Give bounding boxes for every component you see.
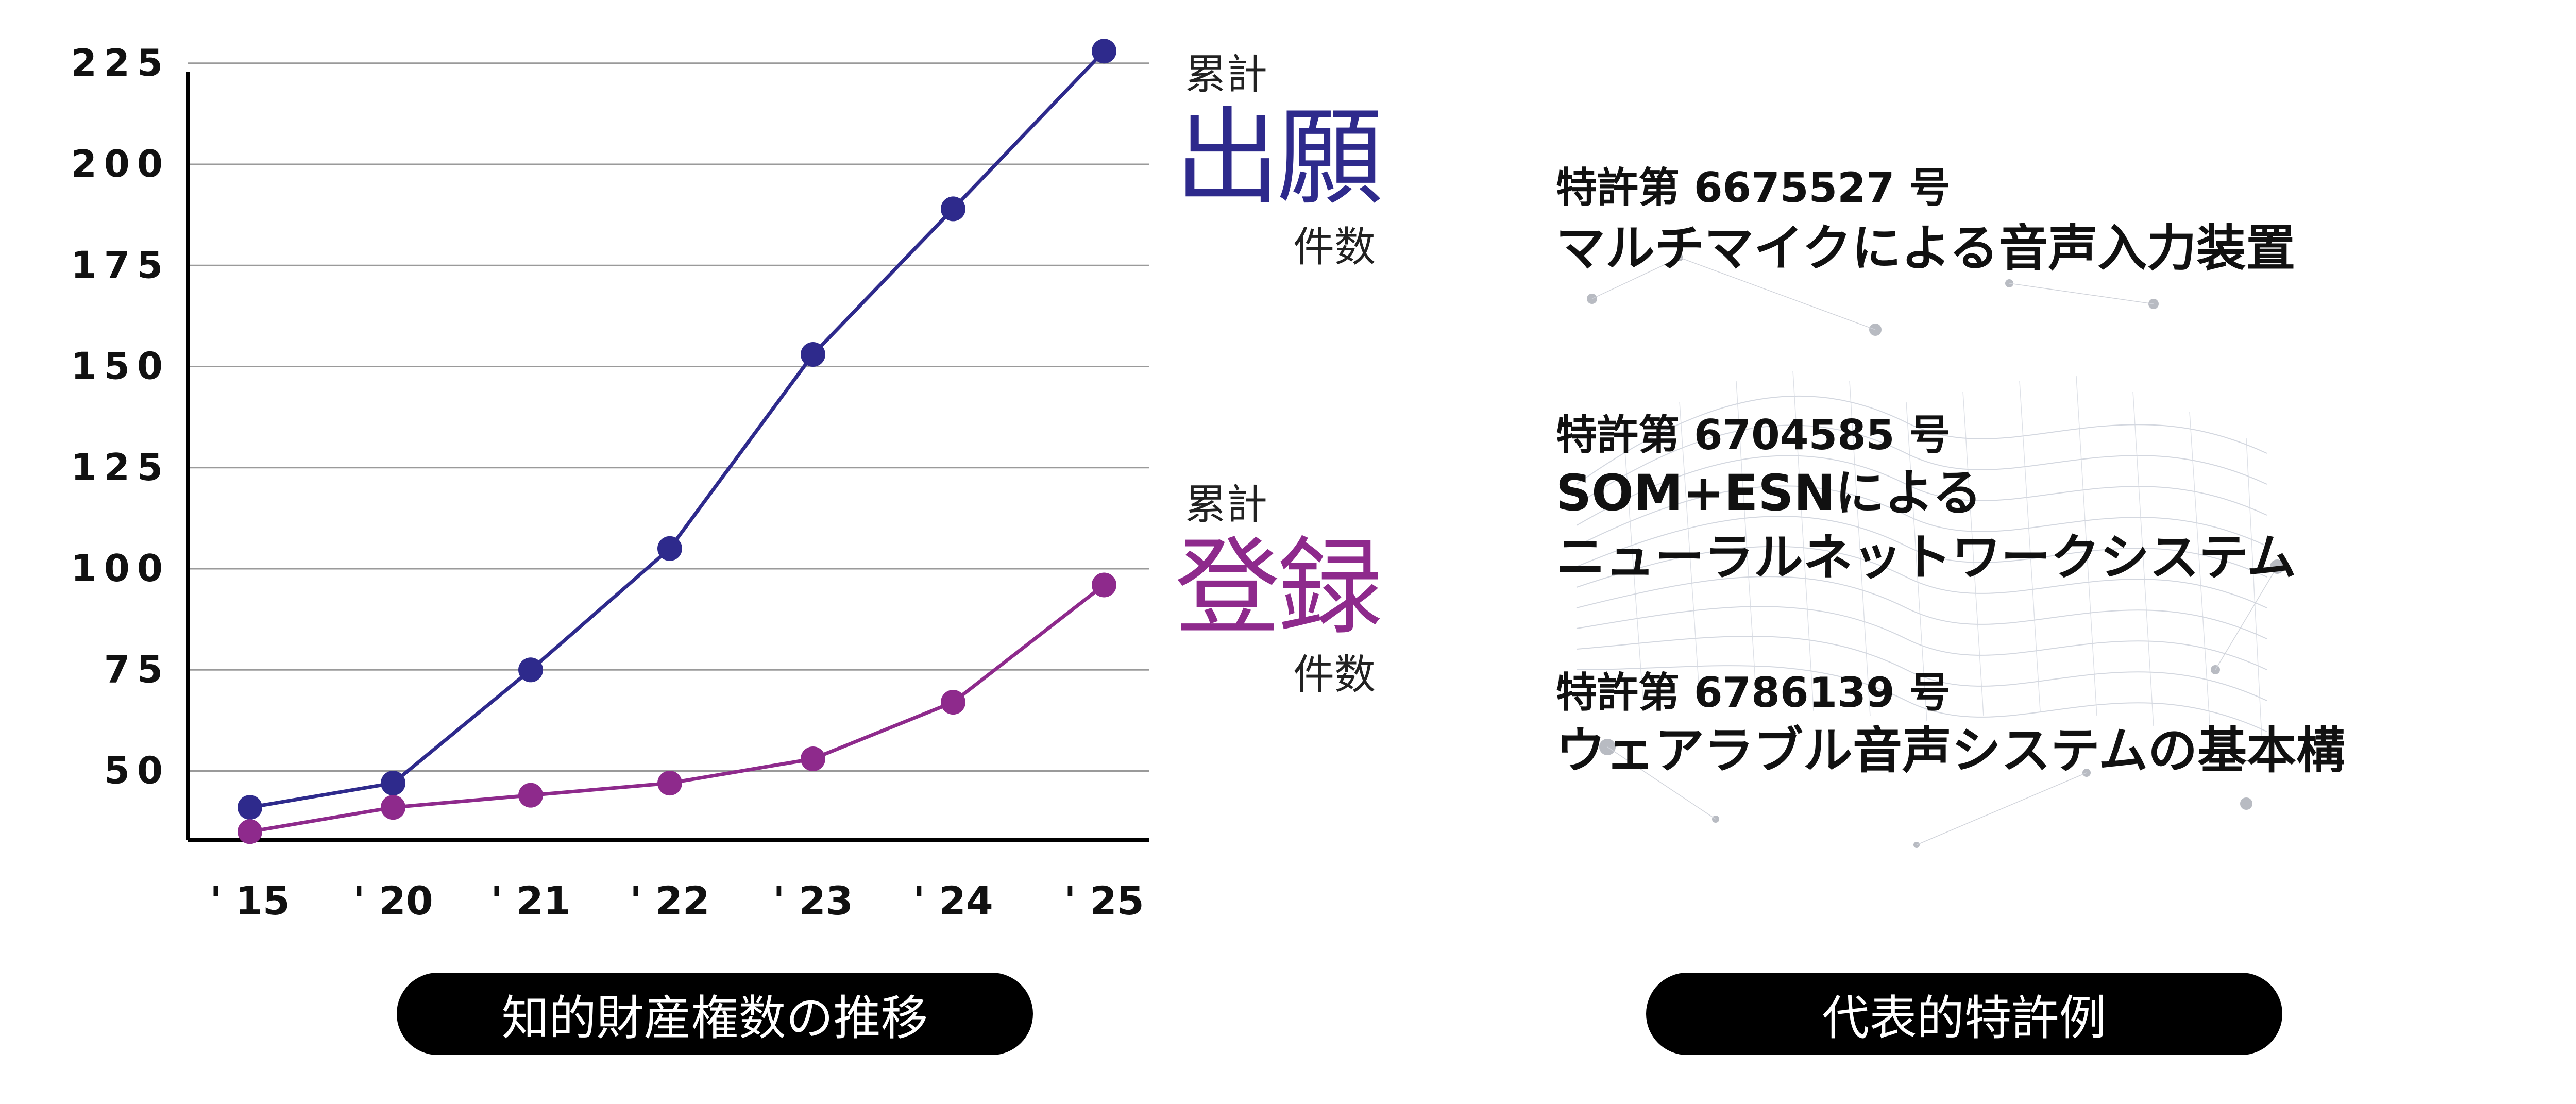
wireframe-background bbox=[1576, 254, 2284, 848]
patent-number-2: 特許第 6704585 号 bbox=[1556, 411, 1951, 459]
legend-registration-prefix: 累計 bbox=[1185, 481, 1267, 529]
x-tick-label: ' 25 bbox=[1064, 878, 1144, 924]
data-point bbox=[518, 783, 543, 808]
patent-title-2-line1: SOM+ESNによる bbox=[1556, 464, 1982, 522]
y-tick-label: 100 bbox=[71, 547, 170, 590]
patent-title-3: ウェアラブル音声システムの基本構成 bbox=[1556, 722, 2344, 779]
y-tick-label: 200 bbox=[71, 142, 170, 185]
legend-application-suffix: 件数 bbox=[1293, 223, 1376, 271]
data-point bbox=[238, 795, 262, 820]
data-point bbox=[1092, 39, 1116, 64]
data-point bbox=[941, 690, 965, 715]
x-tick-label: ' 20 bbox=[353, 878, 433, 924]
y-tick-label: 225 bbox=[71, 41, 170, 84]
x-tick-label: ' 23 bbox=[773, 878, 853, 924]
chart-caption: 知的財産権数の推移 bbox=[397, 973, 1033, 1055]
patent-caption: 代表的特許例 bbox=[1646, 973, 2282, 1055]
y-tick-label: 75 bbox=[104, 648, 170, 691]
y-tick-label: 150 bbox=[71, 345, 170, 388]
data-point bbox=[657, 771, 682, 796]
data-point bbox=[657, 536, 682, 561]
data-point bbox=[941, 196, 965, 222]
data-point bbox=[381, 795, 405, 820]
patent-panel: 特許第 6675527 号 マルチマイクによる音声入力装置 特許第 670458… bbox=[1546, 62, 2344, 938]
patent-title-2-line2: ニューラルネットワークシステム bbox=[1556, 529, 2297, 586]
legend-registration-label: 登録 bbox=[1175, 527, 1383, 650]
y-tick-label: 125 bbox=[71, 446, 170, 489]
patent-title-1: マルチマイクによる音声入力装置 bbox=[1556, 219, 2296, 277]
x-tick-label: ' 15 bbox=[210, 878, 290, 924]
y-tick-label: 175 bbox=[71, 243, 170, 286]
data-point bbox=[801, 342, 825, 367]
x-tick-label: ' 21 bbox=[490, 878, 571, 924]
series-line-registration bbox=[249, 583, 1106, 834]
data-point bbox=[238, 819, 262, 844]
patent-number-3: 特許第 6786139 号 bbox=[1556, 669, 1951, 717]
x-tick-label: ' 22 bbox=[630, 878, 710, 924]
legend-application-prefix: 累計 bbox=[1185, 50, 1267, 98]
data-point bbox=[1092, 572, 1116, 598]
data-point bbox=[518, 657, 543, 683]
x-tick-label: ' 24 bbox=[913, 878, 993, 924]
patent-number-1: 特許第 6675527 号 bbox=[1556, 164, 1951, 212]
y-tick-label: 50 bbox=[104, 749, 170, 792]
data-point bbox=[381, 771, 405, 796]
data-point bbox=[801, 746, 825, 771]
line-chart: 225 200 175 150 125 100 75 50 ' 15 ' 20 ' 21 ' 22 ' … bbox=[71, 39, 1149, 924]
legend-registration-suffix: 件数 bbox=[1293, 651, 1376, 699]
legend-application-label: 出願 bbox=[1175, 97, 1383, 219]
